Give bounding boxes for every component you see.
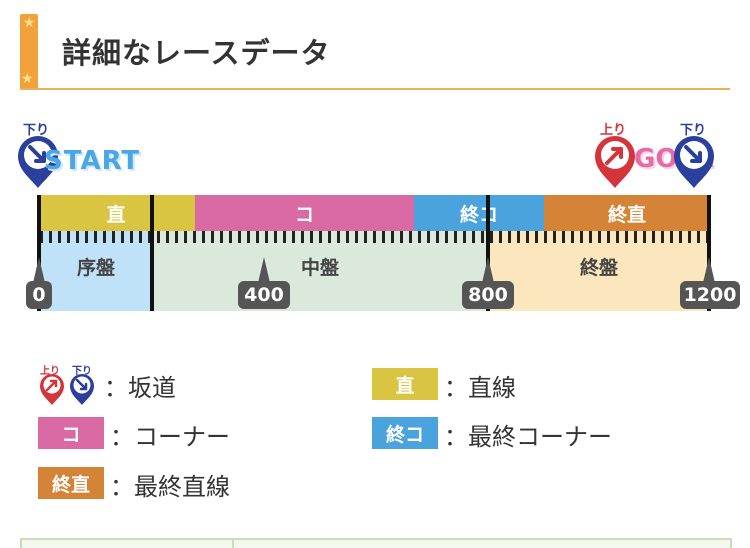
legend-final-corner-badge: 終コ [372,417,438,449]
star-icon: ★ [23,15,36,31]
distance-label-400: 400 [238,281,290,309]
distance-label-0: 0 [26,281,52,309]
slope-down-pin-icon [674,136,714,188]
boundary-line [486,195,490,311]
legend-slope-up-label: 上り [40,366,60,377]
boundary-line [37,195,41,311]
slope-down-icon [70,374,94,405]
boundary-line [150,195,154,311]
legend-corner-badge: コ [38,417,104,449]
legend-corner-text: ：コーナー [110,423,230,451]
data-table [20,538,732,548]
boundary-line [707,195,711,311]
legend-final-corner-text: ：最終コーナー [444,423,612,451]
segment-corner: コ [195,195,414,231]
phase-middle: 中盤 [152,231,488,311]
distance-pointer [33,257,45,283]
distance-label-800: 800 [462,281,514,309]
star-icon: ★ [21,71,34,87]
legend-final-straight-badge: 終直 [38,467,104,499]
distance-pointer [703,257,715,283]
legend-slope-down-label: 下り [72,366,92,377]
segment-straight [152,195,195,231]
segment-final-straight: 終直 [544,195,710,231]
slope-up-icon [40,374,64,405]
slope-down-pin-icon [18,136,58,188]
phase-final: 終盤 [488,231,710,311]
goal-slope-up-label: 上り [600,123,627,138]
header-accent-bar: ★ ★ [20,14,38,90]
start-label: START [44,146,141,176]
distance-pointer [258,257,270,283]
phase-early: 序盤 [40,231,152,311]
legend-slope-text: ：坂道 [104,374,176,402]
start-slope-label: 下り [23,123,50,138]
page-title: 詳細なレースデータ [62,36,331,70]
distance-ruler [40,231,710,243]
distance-label-1200: 1200 [680,281,740,309]
distance-pointer [482,257,494,283]
segment-final-corner: 終コ [414,195,544,231]
goal-slope-down-label: 下り [680,123,707,138]
header-underline [20,88,730,90]
legend-straight-text: ：直線 [444,374,516,402]
slope-up-pin-icon [595,136,635,188]
legend-straight-badge: 直 [372,368,438,400]
legend-final-straight-text: ：最終直線 [110,473,230,501]
table-column-divider [232,538,234,548]
